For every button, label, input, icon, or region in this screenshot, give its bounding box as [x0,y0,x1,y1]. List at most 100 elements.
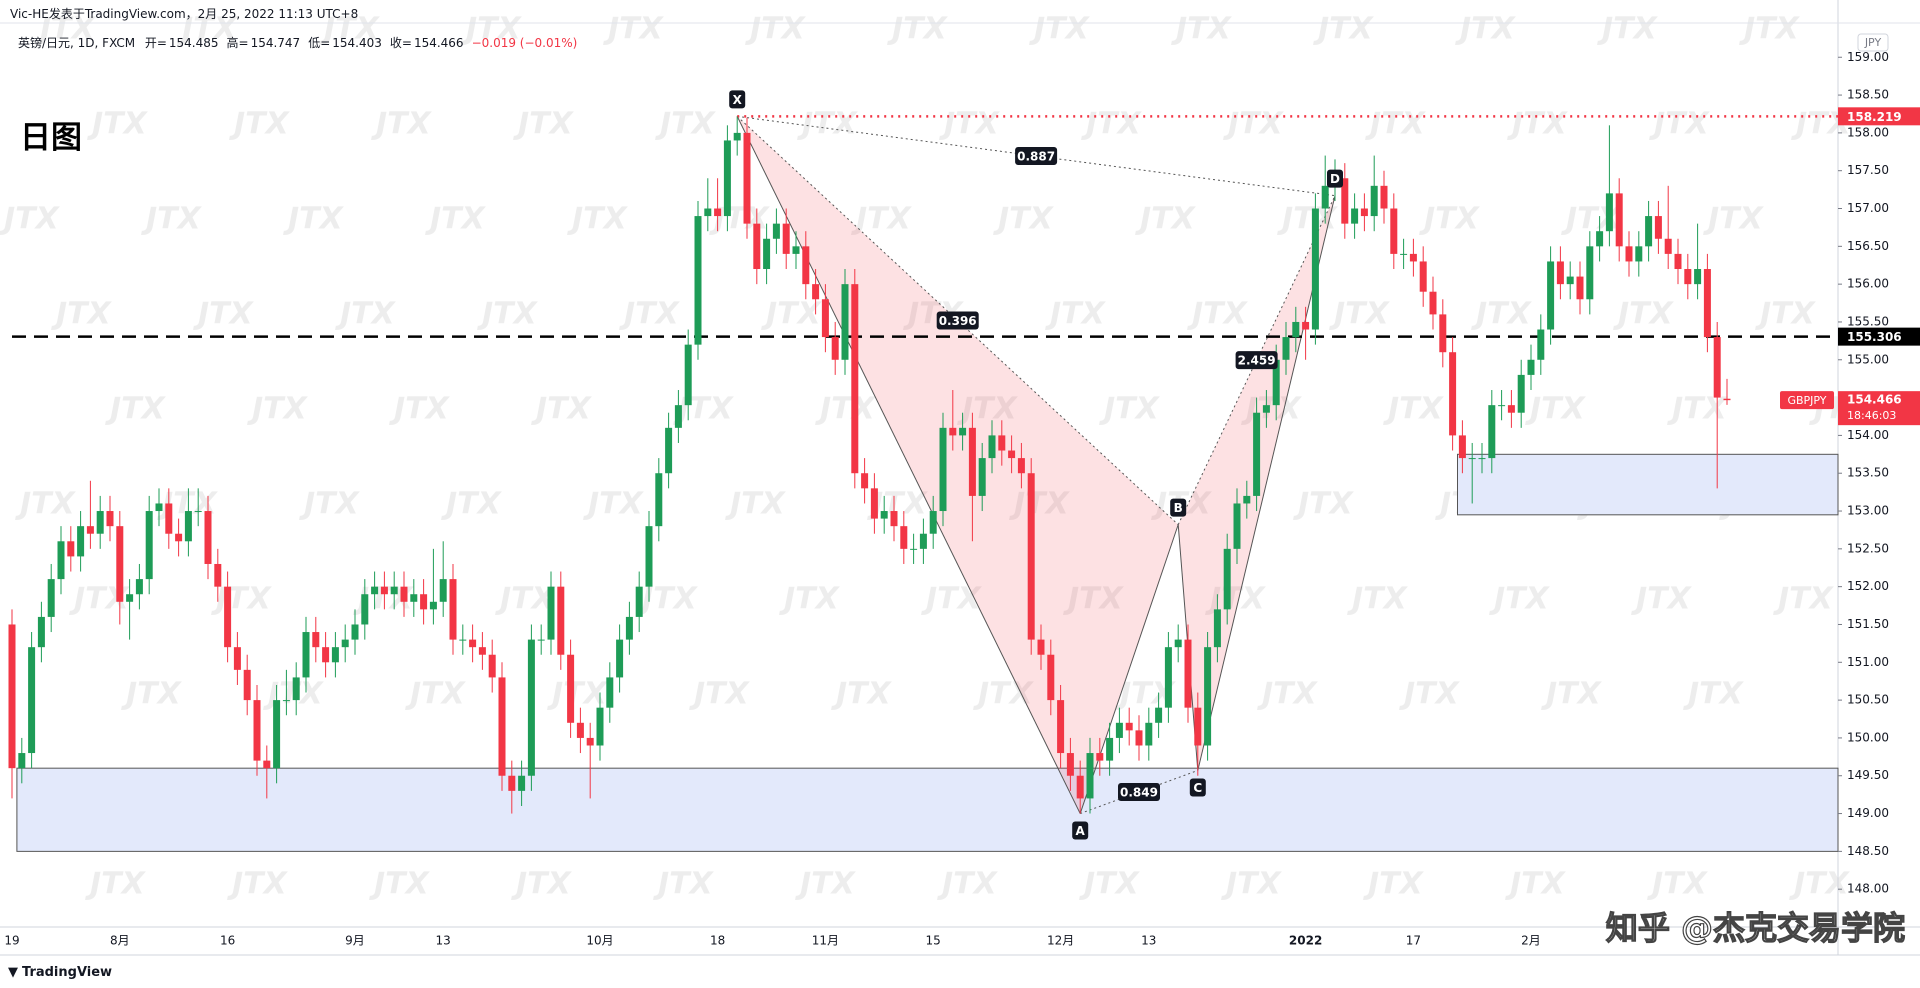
candle-body [1478,458,1486,460]
point-label-bg [1170,498,1187,517]
candle-body [165,503,173,534]
x-tick-label: 13 [436,934,451,948]
y-tick-label: 158.50 [1847,88,1889,102]
y-tick-label: 148.50 [1847,844,1889,858]
price-label-bg [1838,107,1920,126]
candle-body [812,284,820,300]
candle-body [67,541,75,557]
candle-body [802,246,810,285]
background-mark: JTX [1045,297,1107,332]
background-mark: JTX [1773,582,1835,617]
candle-body [851,284,859,474]
candle-body [959,427,967,436]
candle-body [126,594,134,602]
field-label: 高= [226,36,249,50]
unit-label: JPY [1864,36,1882,49]
candle-body [1037,639,1045,655]
background-mark: JTX [1755,297,1817,332]
field-value: 154.466 [413,36,464,50]
y-tick-label: 150.50 [1847,693,1889,707]
candle-body [743,132,751,224]
candle-body [1605,193,1613,232]
y-tick-label: 151.50 [1847,617,1889,631]
candle-body [1155,707,1163,723]
candle-body [1449,352,1457,436]
candle-body [204,511,212,564]
point-label: C [1193,781,1202,795]
candle-body [1233,503,1241,549]
y-tick-label: 155.00 [1847,352,1889,366]
background-mark: JTX [513,107,575,142]
background-mark: JTX [603,12,665,47]
author-line: Vic-HE发表于TradingView.com，2月 25, 2022 11:… [10,7,359,21]
background-mark: JTX [1347,582,1409,617]
background-mark: JTX [993,202,1055,237]
candle-body [1145,722,1153,746]
background-mark: JTX [619,297,681,332]
candle-body [723,140,731,217]
candle-body [635,586,643,617]
field-label: 低= [308,36,331,50]
candle-body [1351,208,1359,224]
candle-body [47,579,55,617]
background-mark: JTX [51,297,113,332]
background-mark: JTX [1683,677,1745,712]
candle-body [841,284,849,360]
candle-body [861,473,869,489]
background-mark: JTX [655,107,717,142]
candle-body [1556,261,1564,285]
candle-body [1125,722,1133,731]
background-mark: JTX [1241,392,1303,427]
candle-body [1625,246,1633,262]
background-mark: JTX [35,12,97,47]
candle-body [351,624,359,640]
candle-body [459,639,467,641]
background-mark: JTX [1009,487,1071,522]
symbol: 英镑/日元, 1D, FXCM [18,36,136,50]
y-tick-label: 149.50 [1847,768,1889,782]
brand: ▼ TradingView [8,965,112,980]
candle-body [1272,359,1280,406]
candle-body [420,594,428,610]
background-mark: JTX [1313,12,1375,47]
ratio-label: 0.887 [1017,149,1055,163]
candle-body [674,405,682,428]
candle-body [978,458,986,496]
candle-body [1115,722,1123,738]
candle-body [684,344,692,406]
background-mark: JTX [1363,867,1425,902]
background-mark: JTX [1455,12,1517,47]
background-mark: JTX [477,297,539,332]
candle-body [341,639,349,648]
field-label: 收= [389,36,412,50]
candle-body [380,586,388,595]
candle-body [1027,473,1035,640]
background-mark: JTX [227,867,289,902]
point-label: X [733,93,743,107]
candle-body [655,473,663,527]
field-value: 154.485 [168,36,219,50]
candle-body [763,238,771,270]
pattern-line [1177,195,1336,525]
candle-body [1174,639,1182,648]
background-mark: JTX [673,392,735,427]
y-tick-label: 150.00 [1847,730,1889,744]
candle-body [1184,639,1192,708]
candle-body [900,526,908,549]
background-mark: JTX [797,107,859,142]
brand-text: TradingView [22,965,113,980]
candle-body [194,511,202,513]
level-label: 158.219 [1847,110,1902,124]
candle-body [1282,337,1290,360]
candle-body [1684,269,1692,285]
background-mark: JTX [1329,297,1391,332]
candle-body [469,639,477,648]
candle-body [1498,405,1506,407]
ratio-label-bg [1015,146,1058,165]
x-tick-label: 13 [1141,934,1156,948]
candle-body [96,511,104,534]
candle-body [233,647,241,670]
candle-body [1458,435,1466,459]
ratio-label-bg [1118,783,1160,801]
background-mark: JTX [795,867,857,902]
